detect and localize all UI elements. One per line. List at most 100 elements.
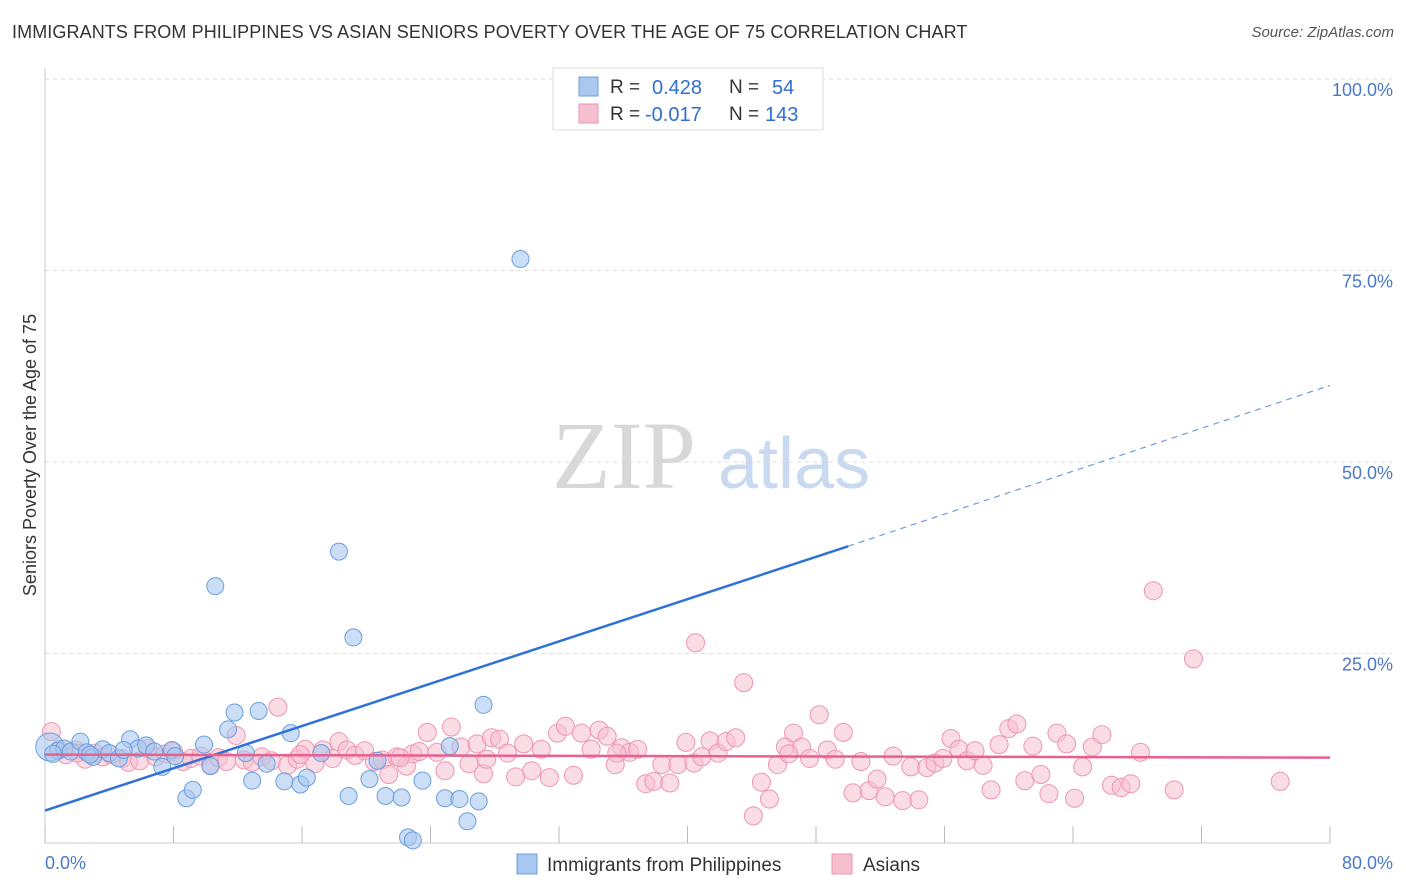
watermark-zip: ZIP (552, 402, 696, 509)
asians-point (628, 739, 648, 759)
asians-point (1073, 757, 1093, 777)
asians-point (581, 739, 601, 759)
philippines-point (344, 628, 363, 647)
bottom-legend-label-asians: Asians (863, 855, 920, 876)
philippines-point (225, 703, 244, 722)
asians-point (477, 749, 497, 769)
asians-point (851, 752, 871, 772)
source-label: Source: ZipAtlas.com (1251, 24, 1394, 41)
asians-point (597, 726, 617, 746)
asians-point (973, 755, 993, 775)
y-tick-label-3: 25.0% (1342, 655, 1393, 675)
legend-box: R = 0.428 N = 54 R = -0.017 N = 143 (552, 67, 824, 131)
philippines-point (403, 831, 422, 850)
x-tick-label-0: 0.0% (45, 853, 86, 873)
philippines-point (392, 788, 411, 807)
asians-point (1023, 736, 1043, 756)
legend-r-label-1: R = (610, 77, 640, 98)
legend-n-label-1: N = (729, 77, 759, 98)
asians-point (644, 771, 664, 791)
asians-point (751, 772, 771, 792)
asians-point (981, 780, 1001, 800)
asians-point (409, 742, 429, 762)
bottom-legend-swatch-asians (831, 853, 853, 875)
asians-trend-line (44, 753, 1331, 759)
trend-lines (44, 384, 1331, 812)
asians-point (1143, 581, 1163, 601)
asians-point (1164, 780, 1184, 800)
legend-r-value-1: 0.428 (652, 77, 702, 99)
asians-point (686, 633, 706, 653)
asians-point (1007, 714, 1027, 734)
philippines-point (458, 812, 477, 831)
legend-n-value-2: 143 (765, 104, 798, 126)
x-tick-label-1: 80.0% (1342, 853, 1393, 873)
asians-point (1270, 771, 1290, 791)
asians-point (1039, 784, 1059, 804)
asians-point (522, 761, 542, 781)
tick-labels: 100.0% 75.0% 50.0% 25.0% 0.0% 80.0% (45, 80, 1393, 873)
legend-n-label-2: N = (729, 104, 759, 125)
asians-point (652, 755, 672, 775)
asians-point (539, 768, 559, 788)
asians-point (268, 697, 288, 717)
asians-point (800, 748, 820, 768)
asians-point (441, 717, 461, 737)
philippines-trend-line (44, 545, 849, 812)
asians-point (531, 739, 551, 759)
asians-point (607, 743, 627, 763)
asians-point (825, 749, 845, 769)
bottom-legend: Immigrants from Philippines Asians (516, 853, 920, 876)
philippines-points (35, 70, 604, 850)
philippines-trend-extension (847, 384, 1331, 547)
y-tick-label-2: 50.0% (1342, 463, 1393, 483)
bottom-legend-swatch-philippines (516, 853, 538, 875)
watermark: ZIP atlas (552, 402, 870, 509)
philippines-point (249, 701, 268, 720)
asians-point (563, 765, 583, 785)
asians-point (555, 716, 575, 736)
asians-point (909, 790, 929, 810)
bottom-legend-label-philippines: Immigrants from Philippines (547, 855, 781, 876)
asians-point (390, 748, 410, 768)
asians-points (41, 581, 1290, 826)
philippines-point (195, 735, 214, 754)
asians-point (1057, 734, 1077, 754)
grid-lines (45, 78, 1392, 654)
asians-point (417, 722, 437, 742)
philippines-point (474, 695, 493, 714)
asians-point (506, 767, 526, 787)
asians-point (726, 728, 746, 748)
asians-point (833, 722, 853, 742)
asians-point (989, 735, 1009, 755)
asians-point (809, 705, 829, 725)
asians-point (843, 783, 863, 803)
asians-point (1121, 774, 1141, 794)
philippines-point (329, 542, 348, 561)
philippines-point (206, 577, 225, 596)
legend-n-value-1: 54 (772, 77, 794, 99)
chart-title: IMMIGRANTS FROM PHILIPPINES VS ASIAN SEN… (12, 22, 968, 42)
philippines-point (469, 792, 488, 811)
asians-point (965, 741, 985, 761)
asians-point (668, 755, 688, 775)
asians-point (1130, 742, 1150, 762)
legend-r-value-2: -0.017 (645, 104, 702, 126)
asians-point (893, 791, 913, 811)
philippines-point (257, 754, 276, 773)
asians-point (759, 789, 779, 809)
philippines-point (450, 790, 469, 809)
asians-point (901, 757, 921, 777)
philippines-point (183, 780, 202, 799)
y-tick-label-1: 75.0% (1342, 272, 1393, 292)
asians-point (1183, 649, 1203, 669)
philippines-point (297, 768, 316, 787)
philippines-point (275, 772, 294, 791)
y-axis-label: Seniors Poverty Over the Age of 75 (20, 314, 40, 596)
philippines-point (219, 720, 238, 739)
philippines-point (243, 771, 262, 790)
philippines-point (145, 742, 164, 761)
legend-swatch-asians (578, 103, 599, 124)
asians-point (571, 723, 591, 743)
